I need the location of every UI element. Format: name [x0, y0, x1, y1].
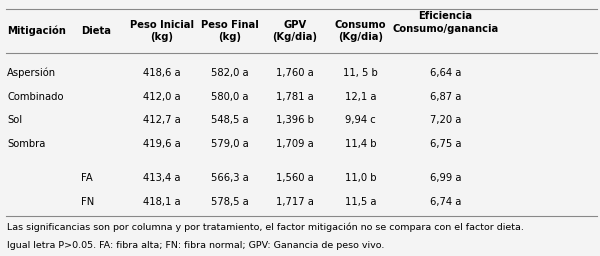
Text: Sol: Sol	[7, 115, 22, 125]
Text: 6,64 a: 6,64 a	[430, 68, 461, 78]
Text: Combinado: Combinado	[7, 92, 64, 102]
Text: 412,7 a: 412,7 a	[143, 115, 181, 125]
Text: 582,0 a: 582,0 a	[211, 68, 248, 78]
Text: 413,4 a: 413,4 a	[143, 173, 181, 183]
Text: 11,5 a: 11,5 a	[344, 197, 376, 207]
Text: Consumo
(Kg/dia): Consumo (Kg/dia)	[335, 20, 386, 42]
Text: Mitigación: Mitigación	[7, 26, 66, 36]
Text: Igual letra P>0.05. FA: fibra alta; FN: fibra normal; GPV: Ganancia de peso vivo: Igual letra P>0.05. FA: fibra alta; FN: …	[7, 241, 385, 250]
Text: 419,6 a: 419,6 a	[143, 138, 181, 148]
Text: FA: FA	[81, 173, 93, 183]
Text: 11,0 b: 11,0 b	[344, 173, 376, 183]
Text: 1,781 a: 1,781 a	[276, 92, 314, 102]
Text: Eficiencia
Consumo/ganancia: Eficiencia Consumo/ganancia	[392, 12, 499, 34]
Text: Peso Final
(kg): Peso Final (kg)	[200, 20, 259, 42]
Text: Sombra: Sombra	[7, 138, 46, 148]
Text: FN: FN	[81, 197, 94, 207]
Text: 11, 5 b: 11, 5 b	[343, 68, 377, 78]
Text: 11,4 b: 11,4 b	[344, 138, 376, 148]
Text: GPV
(Kg/dia): GPV (Kg/dia)	[272, 20, 317, 42]
Text: 580,0 a: 580,0 a	[211, 92, 248, 102]
Text: 578,5 a: 578,5 a	[211, 197, 248, 207]
Text: Las significancias son por columna y por tratamiento, el factor mitigación no se: Las significancias son por columna y por…	[7, 222, 524, 232]
Text: 579,0 a: 579,0 a	[211, 138, 248, 148]
Text: 6,74 a: 6,74 a	[430, 197, 461, 207]
Text: 412,0 a: 412,0 a	[143, 92, 181, 102]
Text: 418,6 a: 418,6 a	[143, 68, 181, 78]
Text: 1,560 a: 1,560 a	[276, 173, 314, 183]
Text: 6,75 a: 6,75 a	[430, 138, 461, 148]
Text: 7,20 a: 7,20 a	[430, 115, 461, 125]
Text: 1,760 a: 1,760 a	[276, 68, 314, 78]
Text: 548,5 a: 548,5 a	[211, 115, 248, 125]
Text: 6,99 a: 6,99 a	[430, 173, 461, 183]
Text: 1,709 a: 1,709 a	[276, 138, 314, 148]
Text: 418,1 a: 418,1 a	[143, 197, 181, 207]
Text: 566,3 a: 566,3 a	[211, 173, 248, 183]
Text: Peso Inicial
(kg): Peso Inicial (kg)	[130, 20, 194, 42]
Text: Aspersión: Aspersión	[7, 68, 56, 78]
Text: Dieta: Dieta	[81, 26, 111, 36]
Text: 1,396 b: 1,396 b	[276, 115, 314, 125]
Text: 9,94 c: 9,94 c	[345, 115, 376, 125]
Text: 12,1 a: 12,1 a	[344, 92, 376, 102]
Text: 1,717 a: 1,717 a	[276, 197, 314, 207]
Text: 6,87 a: 6,87 a	[430, 92, 461, 102]
